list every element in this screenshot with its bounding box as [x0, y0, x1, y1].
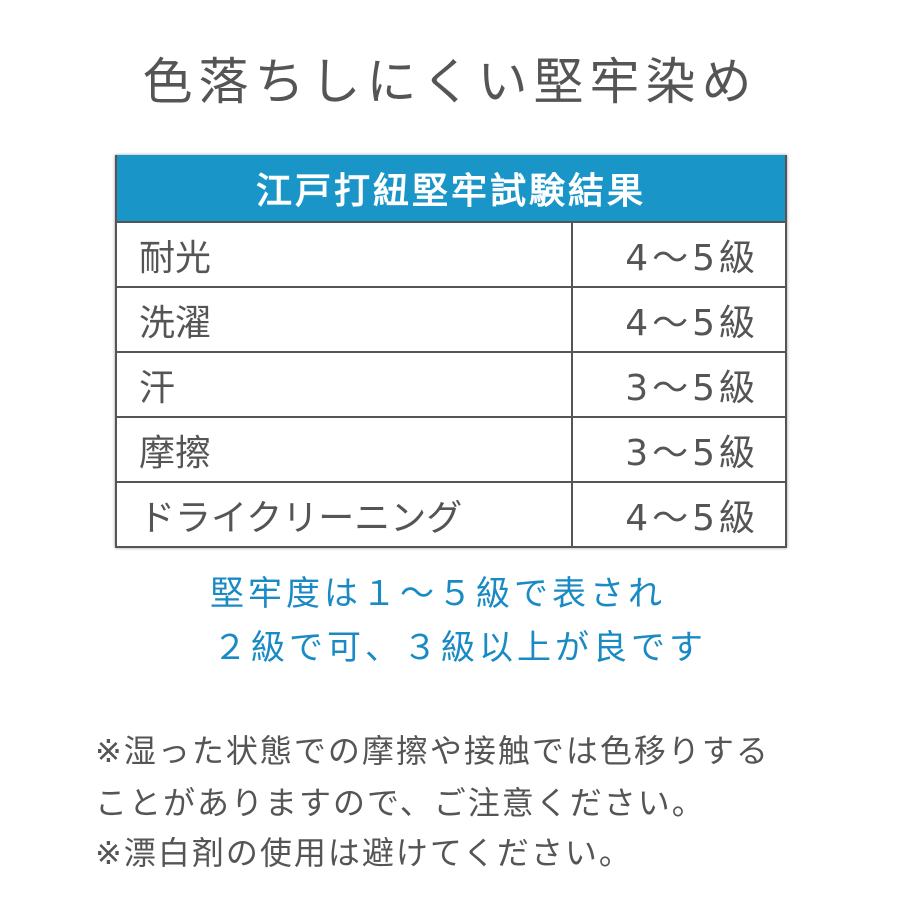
grade-note-1: 堅牢度は１〜５級で表され	[210, 574, 666, 614]
page-title: 色落ちしにくい堅牢染め	[142, 53, 758, 111]
row-label: 汗	[117, 353, 573, 416]
table-row: 汗 3〜5級	[117, 351, 785, 416]
row-label: 耐光	[117, 223, 573, 286]
row-label: ドライクリーニング	[117, 483, 573, 546]
row-label: 洗濯	[117, 288, 573, 351]
fastness-test-table: 江戸打紐堅牢試験結果 耐光 4〜5級 洗濯 4〜5級 汗 3〜5級 摩擦 3〜5級 ドラ…	[115, 155, 787, 548]
row-value: 3〜5級	[625, 367, 759, 409]
table-row: ドライクリーニング 4〜5級	[117, 481, 785, 546]
footnote-3: ※漂白剤の使用は避けてください。	[95, 834, 633, 872]
table-row: 耐光 4〜5級	[117, 221, 785, 286]
table-header: 江戸打紐堅牢試験結果	[117, 155, 785, 221]
footnote-1: ※湿った状態での摩擦や接触では色移りする	[95, 732, 770, 770]
row-value: 4〜5級	[625, 497, 759, 539]
row-label: 摩擦	[117, 418, 573, 481]
footnote-2: ことがありますので、ご注意ください。	[95, 784, 706, 822]
row-value: 4〜5級	[625, 302, 759, 344]
row-value: 3〜5級	[625, 432, 759, 474]
table-row: 洗濯 4〜5級	[117, 286, 785, 351]
table-row: 摩擦 3〜5級	[117, 416, 785, 481]
grade-note-2: ２級で可、３級以上が良です	[213, 628, 707, 668]
row-value: 4〜5級	[625, 237, 759, 279]
